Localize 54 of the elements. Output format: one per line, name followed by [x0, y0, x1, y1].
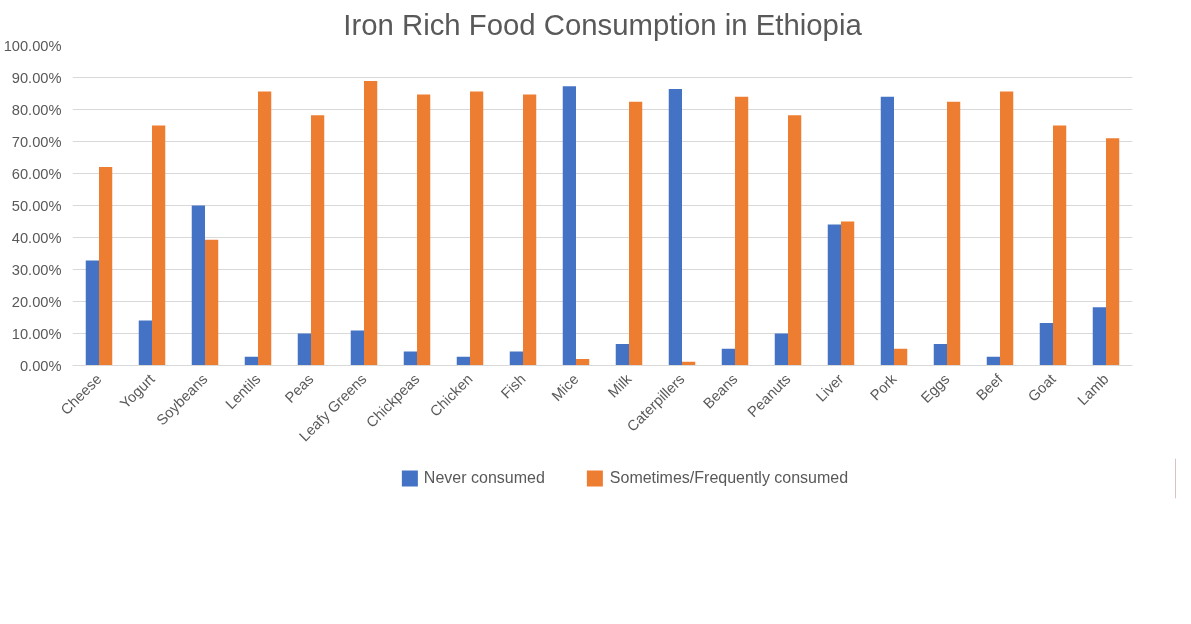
bar — [138, 320, 152, 366]
bar — [735, 96, 749, 366]
bar — [523, 94, 537, 366]
bar — [1053, 125, 1067, 366]
bar — [470, 91, 484, 366]
bar — [615, 344, 629, 366]
y-tick-label: 100.00% — [3, 37, 62, 54]
bar — [258, 91, 272, 366]
bar — [986, 356, 1000, 366]
bar — [1106, 138, 1120, 366]
bar — [947, 101, 961, 366]
bar — [403, 351, 417, 366]
bar — [191, 205, 205, 366]
y-tick-label: 60.00% — [11, 165, 62, 182]
bar — [297, 333, 311, 366]
bar — [311, 115, 325, 366]
x-tick-label: Fish — [497, 370, 529, 402]
bar — [152, 125, 166, 366]
bar — [721, 348, 735, 366]
y-tick-label: 20.00% — [11, 293, 62, 310]
bar — [509, 351, 523, 366]
bar — [788, 115, 802, 366]
chart-title: Iron Rich Food Consumption in Ethiopia — [343, 7, 863, 41]
y-tick-label: 90.00% — [11, 69, 62, 86]
y-tick-label: 80.00% — [11, 101, 62, 118]
y-tick-label: 10.00% — [11, 325, 62, 342]
y-tick-label: 70.00% — [11, 133, 62, 150]
bar — [456, 356, 470, 366]
bar — [774, 333, 788, 366]
bar — [417, 94, 431, 366]
bar — [576, 359, 590, 366]
y-tick-label: 0.00% — [19, 357, 62, 374]
bar — [1092, 307, 1106, 366]
bar — [668, 89, 682, 366]
y-tick-label: 40.00% — [11, 229, 62, 246]
bar — [827, 224, 841, 366]
bar — [1039, 322, 1053, 366]
y-tick-label: 30.00% — [11, 261, 62, 278]
bar — [894, 348, 908, 366]
bar — [350, 330, 364, 366]
y-tick-label: 50.00% — [11, 197, 62, 214]
bar — [562, 86, 576, 366]
legend-label: Sometimes/Frequently consumed — [609, 469, 849, 487]
legend-label: Never consumed — [423, 469, 545, 487]
bar — [1000, 91, 1014, 366]
bar — [364, 81, 378, 366]
bar — [841, 221, 855, 366]
bar — [880, 96, 894, 366]
bar — [244, 356, 258, 366]
bar — [99, 167, 113, 366]
bar — [629, 101, 643, 366]
bar — [933, 344, 947, 366]
bar — [85, 260, 99, 366]
bar — [205, 239, 219, 366]
